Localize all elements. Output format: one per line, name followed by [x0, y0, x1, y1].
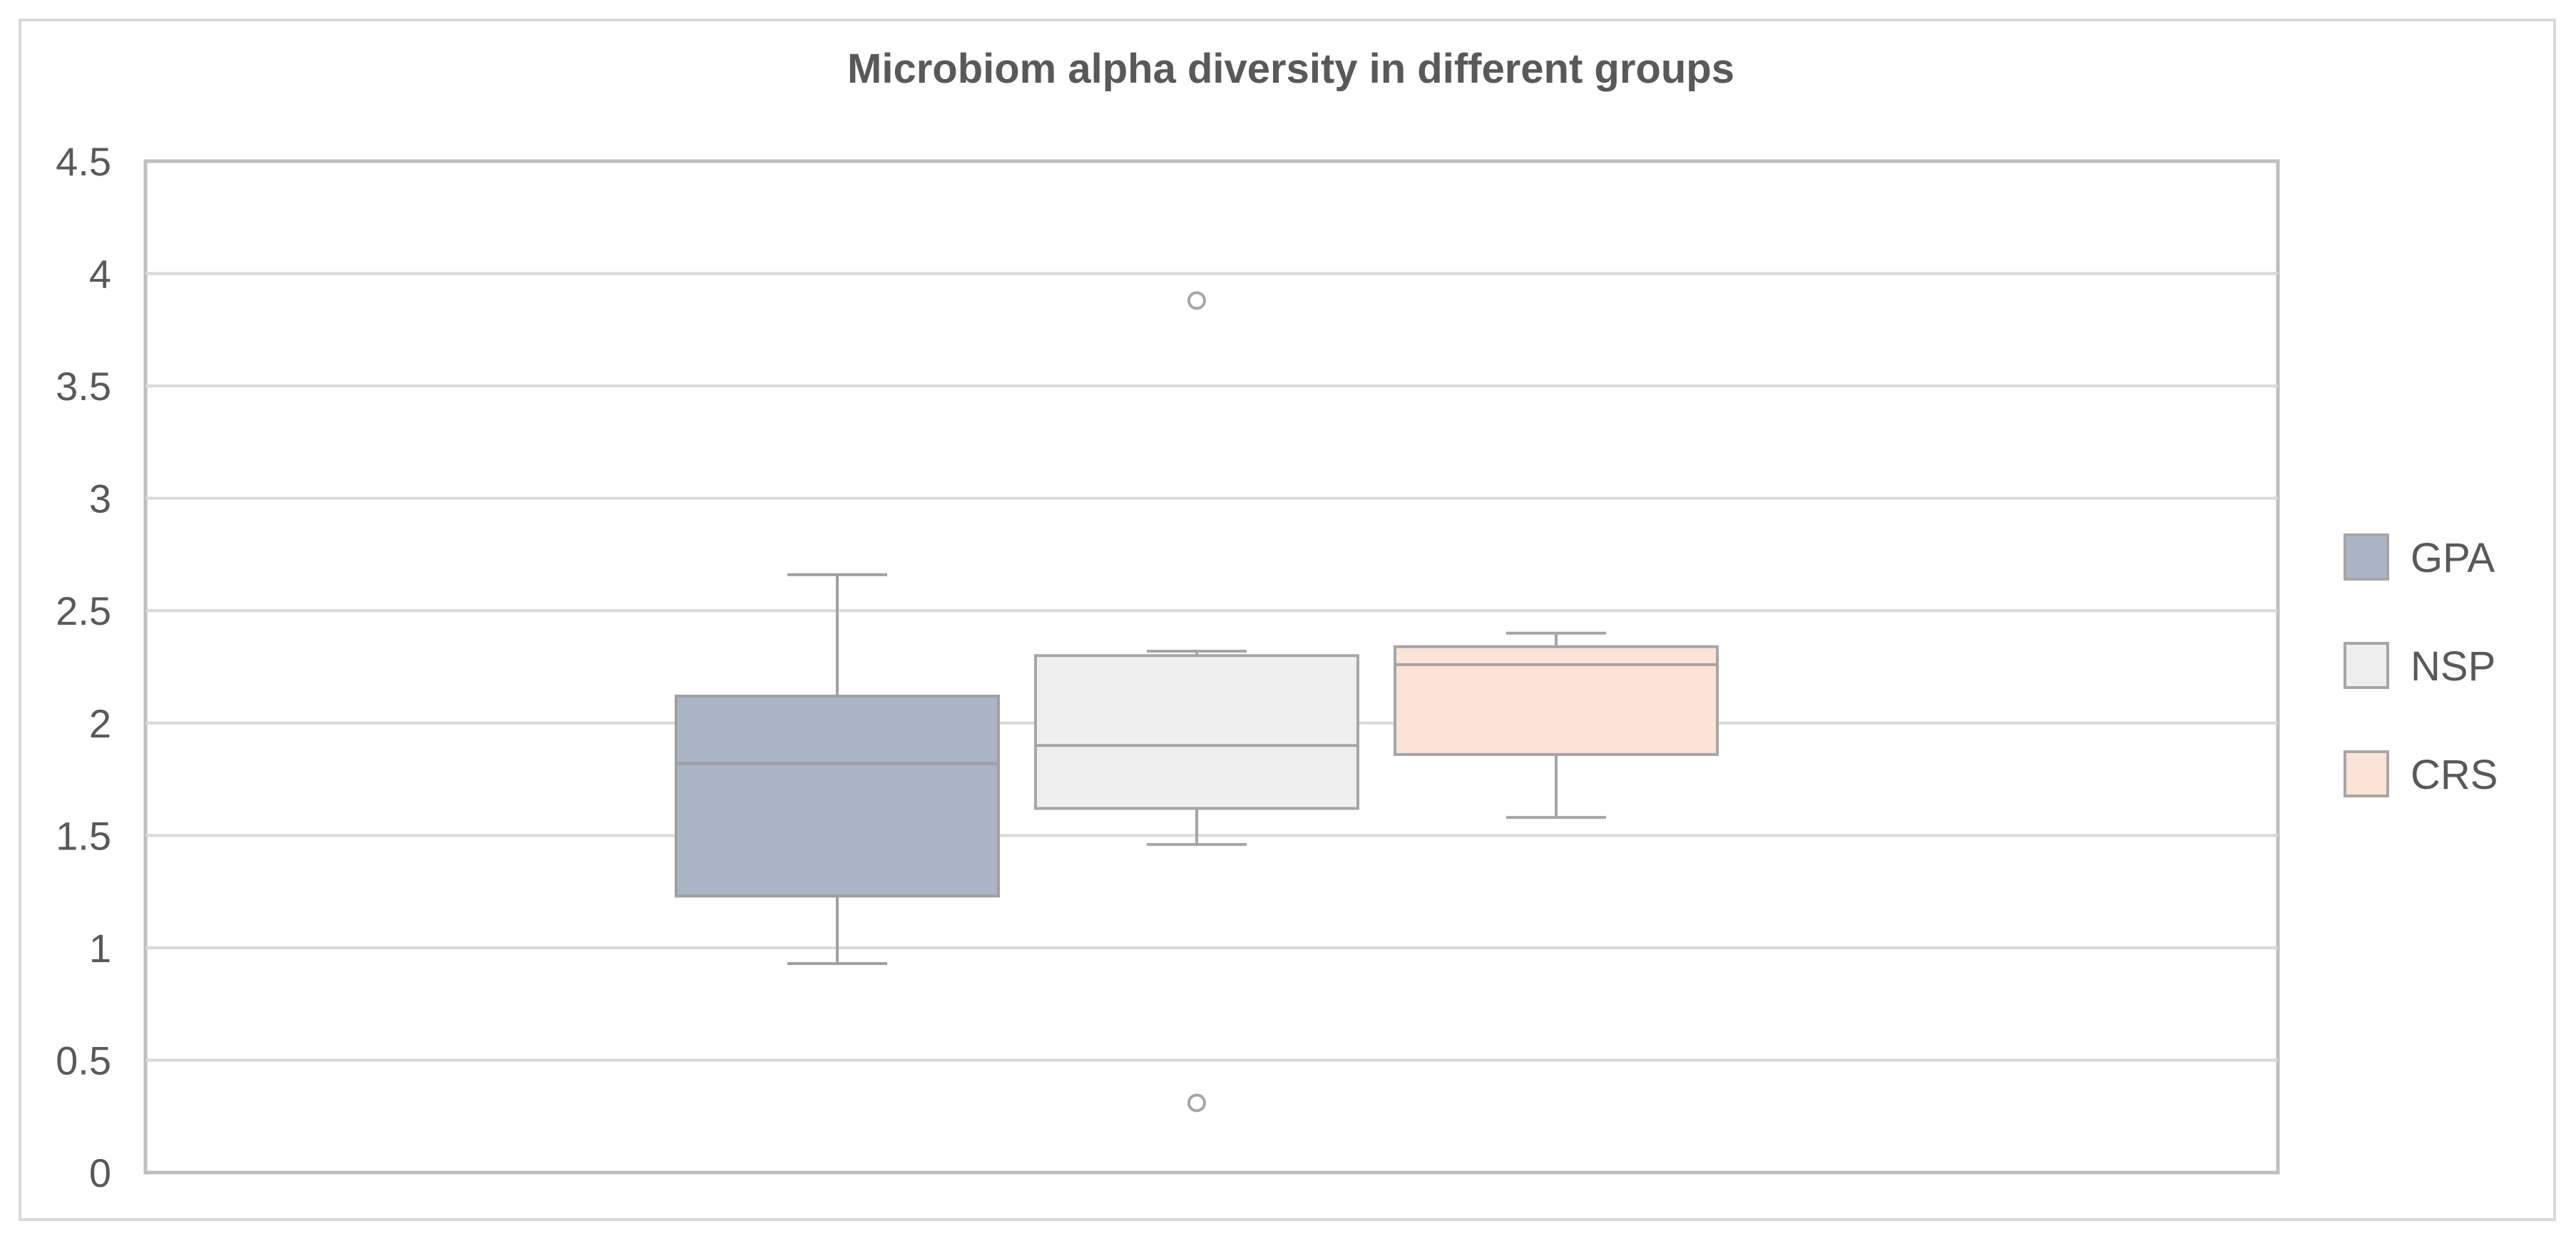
- box-gpa: [675, 573, 1000, 965]
- legend-label-gpa: GPA: [2411, 535, 2495, 581]
- outlier-point: [1187, 291, 1206, 310]
- box-body: [675, 694, 1000, 898]
- y-tick-label: 4: [89, 252, 111, 297]
- y-tick-label: 3: [89, 476, 111, 521]
- y-tick-label: 2: [89, 701, 111, 746]
- legend: GPA NSP CRS: [2344, 533, 2498, 798]
- y-tick-label: 2.5: [56, 588, 111, 633]
- box-body: [1394, 645, 1719, 756]
- box-crs: [1394, 631, 1719, 819]
- y-tick-label: 3.5: [56, 364, 111, 409]
- chart-title: Microbiom alpha diversity in different g…: [847, 46, 1734, 92]
- y-tick-label: 1.5: [56, 813, 111, 858]
- chart-frame: Microbiom alpha diversity in different g…: [19, 19, 2556, 1221]
- y-tick-label: 0.5: [56, 1038, 111, 1083]
- legend-swatch-nsp: [2344, 642, 2389, 689]
- outlier-point: [1187, 1093, 1206, 1113]
- legend-swatch-gpa: [2344, 533, 2389, 581]
- y-tick-label: 4.5: [56, 139, 111, 184]
- legend-swatch-crs: [2344, 750, 2389, 797]
- y-tick-label: 1: [89, 926, 111, 971]
- y-tick-label: 0: [89, 1150, 111, 1195]
- chart-svg: Microbiom alpha diversity in different g…: [56, 46, 2498, 1195]
- legend-label-crs: CRS: [2411, 752, 2498, 798]
- grid-layer: [145, 272, 2278, 1062]
- box-body: [1034, 654, 1359, 810]
- box-layer: [675, 291, 1719, 1113]
- legend-label-nsp: NSP: [2411, 643, 2495, 690]
- plot-area-border: [143, 159, 2280, 1175]
- box-nsp: [1034, 291, 1359, 1113]
- y-axis-ticks: 0 0.5 1 1.5 2 2.5 3 3.5 4 4.5: [56, 139, 111, 1195]
